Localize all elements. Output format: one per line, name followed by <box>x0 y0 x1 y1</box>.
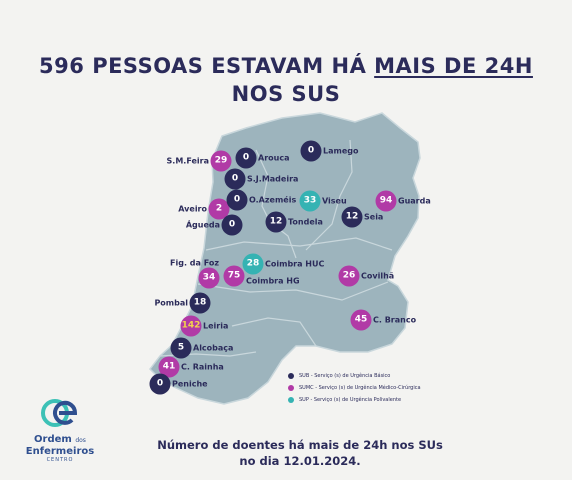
marker-value: 34 <box>202 272 216 283</box>
marker-o-azemeis: 0 <box>226 189 248 211</box>
logo-line3: CENTRO <box>46 457 74 463</box>
marker-fig-da-foz: 34 <box>198 267 220 289</box>
marker-value: 0 <box>307 145 315 156</box>
marker-tondela: 12 <box>265 211 287 233</box>
marker-value: 5 <box>177 342 185 353</box>
marker-value: 0 <box>228 219 236 230</box>
marker-seia: 12 <box>341 206 363 228</box>
footer-line1: Número de doentes há mais de 24h nos SUs <box>157 438 443 452</box>
marker-value: 75 <box>227 270 241 281</box>
marker-covilha: 26 <box>338 265 360 287</box>
marker-arouca: 0 <box>235 147 257 169</box>
logo-line2: Enfermeiros <box>25 446 95 457</box>
marker-peniche: 0 <box>149 373 171 395</box>
legend-item-sub: SUB - Serviço (s) de Urgência Básico <box>288 370 421 382</box>
label-lamego: Lamego <box>323 146 359 156</box>
legend-item-sup: SUP - Serviço (s) de Urgência Polivalent… <box>288 394 421 406</box>
headline-underlined: MAIS DE 24H <box>374 54 533 78</box>
label-agueda: Águeda <box>185 220 220 230</box>
footer-caption: Número de doentes há mais de 24h nos SUs… <box>100 437 500 469</box>
border-coimbra-north <box>205 237 393 251</box>
border-aveiro-viseu <box>255 149 297 259</box>
label-o-azemeis: O.Azeméis <box>249 195 297 205</box>
marker-value: 2 <box>215 203 223 214</box>
logo-line1: Ordem dos <box>20 434 100 446</box>
marker-alcobaca: 5 <box>170 337 192 359</box>
marker-leiria: 142 <box>180 315 202 337</box>
label-viseu: Viseu <box>322 196 347 206</box>
logo-ordem: Ordem <box>34 434 72 445</box>
label-coimbra-huc: Coimbra HUC <box>265 259 325 269</box>
marker-value: 0 <box>231 173 239 184</box>
label-coimbra-hg: Coimbra HG <box>246 276 300 286</box>
legend-text-sub: SUB - Serviço (s) de Urgência Básico <box>299 373 391 379</box>
marker-coimbra-hg: 75 <box>223 265 245 287</box>
label-guarda: Guarda <box>398 196 431 206</box>
marker-value: 45 <box>354 314 368 325</box>
label-sm-feira: S.M.Feira <box>166 156 209 166</box>
headline-line2: NOS SUS <box>231 82 341 106</box>
label-sj-madeira: S.J.Madeira <box>247 174 299 184</box>
marker-value: 0 <box>156 378 164 389</box>
label-leiria: Leiria <box>203 321 229 331</box>
border-coimbra-south <box>197 281 389 301</box>
marker-pombal: 18 <box>189 292 211 314</box>
border-viseu-guarda <box>305 139 353 251</box>
legend-dot-sumc <box>288 385 294 391</box>
legend-text-sup: SUP - Serviço (s) de Urgência Polivalent… <box>299 397 402 403</box>
marker-viseu: 33 <box>299 190 321 212</box>
label-c-branco: C. Branco <box>373 315 417 325</box>
marker-value: 0 <box>233 194 241 205</box>
label-arouca: Arouca <box>258 153 290 163</box>
legend-dot-sup <box>288 397 294 403</box>
label-pombal: Pombal <box>154 298 188 308</box>
headline-prefix: 596 PESSOAS ESTAVAM HÁ <box>39 54 375 78</box>
label-aveiro: Aveiro <box>178 204 207 214</box>
marker-c-branco: 45 <box>350 309 372 331</box>
marker-value: 0 <box>242 152 250 163</box>
marker-value: 29 <box>214 155 228 166</box>
label-covilha: Covilhã <box>361 271 395 281</box>
marker-value: 12 <box>269 216 283 227</box>
marker-c-rainha: 41 <box>158 356 180 378</box>
marker-value: 142 <box>181 320 201 331</box>
marker-value: 28 <box>246 258 260 269</box>
border-leiria-branco <box>231 317 317 347</box>
headline: 596 PESSOAS ESTAVAM HÁ MAIS DE 24H NOS S… <box>0 52 572 108</box>
marker-aveiro: 2 <box>208 198 230 220</box>
marker-agueda: 0 <box>221 214 243 236</box>
marker-sm-feira: 29 <box>210 150 232 172</box>
logo-oe-icon <box>41 399 78 427</box>
legend-item-sumc: SUMC - Serviço (s) de Urgência Médico-Ci… <box>288 382 421 394</box>
marker-guarda: 94 <box>375 190 397 212</box>
headline-line1: 596 PESSOAS ESTAVAM HÁ MAIS DE 24H <box>0 52 572 80</box>
label-c-rainha: C. Rainha <box>181 362 224 372</box>
marker-value: 26 <box>342 270 356 281</box>
district-borders <box>159 139 393 357</box>
marker-value: 41 <box>162 361 176 372</box>
marker-value: 33 <box>303 195 317 206</box>
marker-value: 12 <box>345 211 359 222</box>
marker-value: 18 <box>193 297 207 308</box>
footer-line2: no dia 12.01.2024. <box>239 454 361 468</box>
label-alcobaca: Alcobaça <box>193 343 234 353</box>
label-fig-da-foz: Fig. da Foz <box>170 258 219 268</box>
marker-sj-madeira: 0 <box>224 168 246 190</box>
label-seia: Seia <box>364 212 384 222</box>
legend: SUB - Serviço (s) de Urgência Básico SUM… <box>288 370 421 406</box>
marker-value: 94 <box>379 195 393 206</box>
marker-lamego: 0 <box>300 140 322 162</box>
label-tondela: Tondela <box>288 217 323 227</box>
legend-text-sumc: SUMC - Serviço (s) de Urgência Médico-Ci… <box>299 385 421 391</box>
logo: Ordem dos Enfermeiros CENTRO <box>20 396 100 463</box>
marker-coimbra-huc: 28 <box>242 253 264 275</box>
logo-dos: dos <box>75 437 86 444</box>
label-peniche: Peniche <box>172 379 208 389</box>
legend-dot-sub <box>288 373 294 379</box>
